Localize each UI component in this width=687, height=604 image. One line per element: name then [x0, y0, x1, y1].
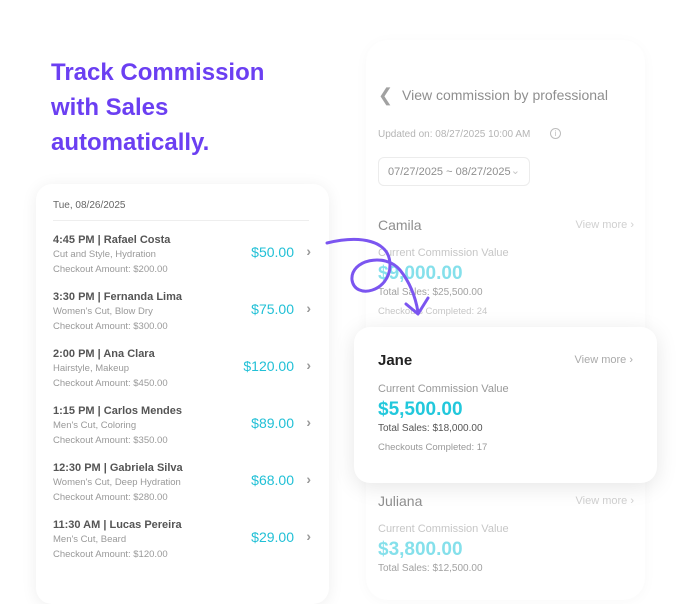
chevron-right-icon: ›: [306, 357, 311, 373]
info-icon[interactable]: i: [550, 128, 561, 139]
chevron-right-icon: ›: [306, 300, 311, 316]
sale-title: 11:30 AM | Lucas Pereira: [53, 519, 182, 531]
sale-row[interactable]: 12:30 PM | Gabriela Silva Women's Cut, D…: [53, 462, 311, 514]
sale-checkout: Checkout Amount: $350.00: [53, 435, 168, 446]
view-more-link[interactable]: View more ›: [575, 219, 635, 231]
sale-commission: $50.00: [251, 244, 294, 260]
sale-title: 1:15 PM | Carlos Mendes: [53, 405, 183, 417]
professional-card-juliana: Juliana View more › Current Commission V…: [378, 493, 634, 574]
screen-title: View commission by professional: [402, 87, 608, 103]
chevron-right-icon: ›: [306, 243, 311, 259]
sale-commission: $68.00: [251, 472, 294, 488]
sale-checkout: Checkout Amount: $120.00: [53, 549, 168, 560]
sale-services: Men's Cut, Beard: [53, 534, 127, 545]
list-date: Tue, 08/26/2025: [53, 200, 126, 211]
commission-screen: ❮ View commission by professional Update…: [366, 40, 645, 600]
sale-title: 4:45 PM | Rafael Costa: [53, 234, 171, 246]
sale-title: 3:30 PM | Fernanda Lima: [53, 291, 183, 303]
chevron-down-icon: ⌄: [510, 165, 520, 177]
sale-services: Cut and Style, Hydration: [53, 249, 156, 260]
sale-row[interactable]: 1:15 PM | Carlos Mendes Men's Cut, Color…: [53, 405, 311, 457]
sale-commission: $75.00: [251, 301, 294, 317]
sale-checkout: Checkout Amount: $200.00: [53, 264, 168, 275]
sale-title: 12:30 PM | Gabriela Silva: [53, 462, 183, 474]
chevron-right-icon: ›: [306, 471, 311, 487]
chevron-right-icon: ›: [306, 414, 311, 430]
view-more-link[interactable]: View more ›: [575, 495, 635, 507]
sale-checkout: Checkout Amount: $450.00: [53, 378, 168, 389]
professional-card-jane: Jane View more › Current Commission Valu…: [354, 327, 657, 483]
date-range-select[interactable]: 07/27/2025 ~ 08/27/2025 ⌄: [378, 157, 530, 186]
sale-row[interactable]: 2:00 PM | Ana Clara Hairstyle, Makeup Ch…: [53, 348, 311, 400]
sale-services: Hairstyle, Makeup: [53, 363, 130, 374]
sale-commission: $120.00: [243, 358, 294, 374]
sale-title: 2:00 PM | Ana Clara: [53, 348, 155, 360]
sale-commission: $89.00: [251, 415, 294, 431]
sale-checkout: Checkout Amount: $280.00: [53, 492, 168, 503]
sale-row[interactable]: 11:30 AM | Lucas Pereira Men's Cut, Bear…: [53, 519, 311, 571]
divider: [53, 220, 309, 221]
sales-list-card: Tue, 08/26/2025 4:45 PM | Rafael Costa C…: [36, 184, 329, 604]
professional-card-camila: Camila View more › Current Commission Va…: [378, 217, 634, 317]
sale-row[interactable]: 3:30 PM | Fernanda Lima Women's Cut, Blo…: [53, 291, 311, 343]
sale-checkout: Checkout Amount: $300.00: [53, 321, 168, 332]
sale-services: Women's Cut, Deep Hydration: [53, 477, 181, 488]
sale-commission: $29.00: [251, 529, 294, 545]
sale-row[interactable]: 4:45 PM | Rafael Costa Cut and Style, Hy…: [53, 234, 311, 286]
sale-services: Women's Cut, Blow Dry: [53, 306, 153, 317]
headline: Track Commission with Sales automaticall…: [51, 59, 265, 156]
back-chevron-icon[interactable]: ❮: [378, 85, 394, 105]
updated-text: Updated on: 08/27/2025 10:00 AM: [378, 129, 531, 140]
view-more-link[interactable]: View more ›: [574, 354, 634, 366]
sale-services: Men's Cut, Coloring: [53, 420, 137, 431]
chevron-right-icon: ›: [306, 528, 311, 544]
